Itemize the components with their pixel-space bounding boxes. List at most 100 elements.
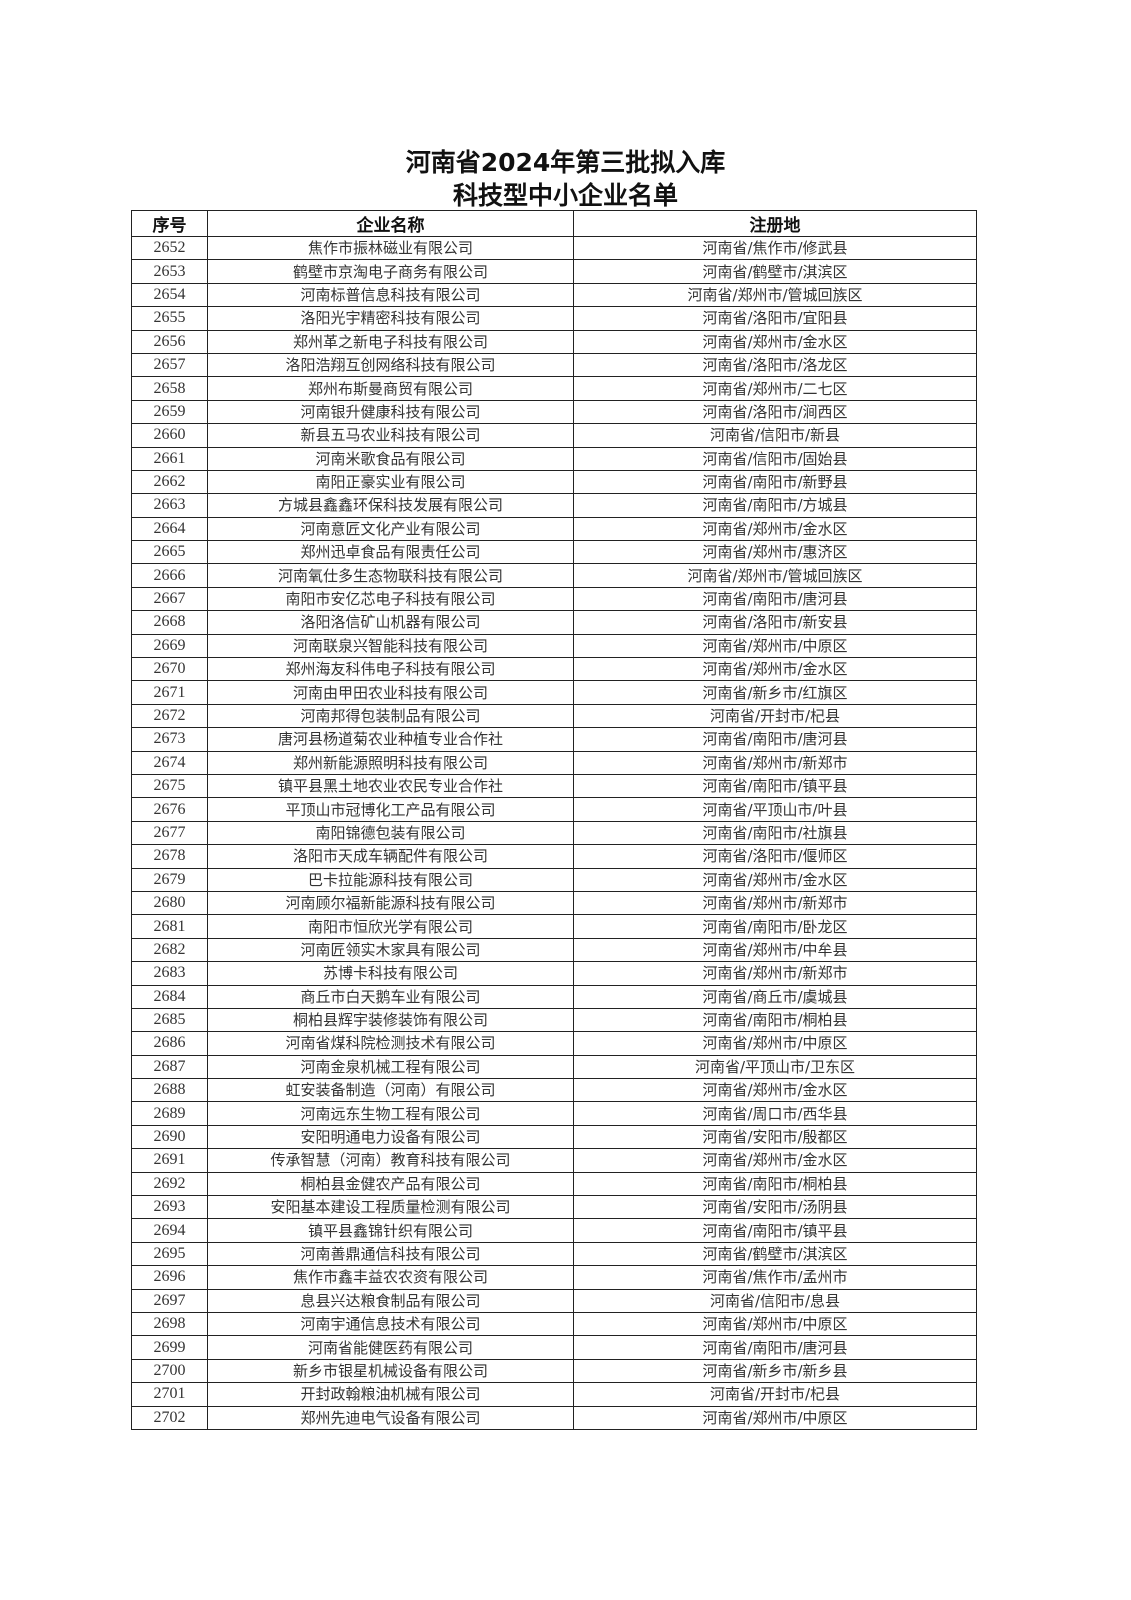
table-row: 2661 河南米歌食品有限公司 河南省/信阳市/固始县 <box>131 446 977 471</box>
serial-number-cell: 2655 <box>131 306 208 331</box>
table-row: 2690 安阳明通电力设备有限公司 河南省/安阳市/殷都区 <box>131 1124 977 1150</box>
location-cell: 河南省/郑州市/新郑市 <box>573 750 977 775</box>
table-row: 2667 南阳市安亿芯电子科技有限公司 河南省/南阳市/唐河县 <box>131 586 977 612</box>
serial-number-cell: 2662 <box>131 469 208 495</box>
serial-number-cell: 2692 <box>131 1171 208 1197</box>
serial-number-cell: 2658 <box>131 376 208 401</box>
company-name-cell: 商丘市白天鹅车业有限公司 <box>207 984 574 1009</box>
serial-number-cell: 2695 <box>131 1241 208 1267</box>
table-row: 2700 新乡市银星机械设备有限公司 河南省/新乡市/新乡县 <box>131 1358 977 1384</box>
serial-number-cell: 2700 <box>131 1358 208 1384</box>
location-cell: 河南省/南阳市/新野县 <box>573 469 977 495</box>
company-name-cell: 南阳市恒欣光学有限公司 <box>207 914 574 939</box>
location-cell: 河南省/安阳市/汤阴县 <box>573 1195 977 1220</box>
table-row: 2681 南阳市恒欣光学有限公司 河南省/南阳市/卧龙区 <box>131 914 977 939</box>
table-row: 2699 河南省能健医药有限公司 河南省/南阳市/唐河县 <box>131 1335 977 1360</box>
serial-number-cell: 2698 <box>131 1311 208 1337</box>
location-cell: 河南省/鹤壁市/淇滨区 <box>573 259 977 284</box>
table-row: 2688 虹安装备制造（河南）有限公司 河南省/郑州市/金水区 <box>131 1078 977 1103</box>
serial-number-cell: 2669 <box>131 633 208 659</box>
table-row: 2659 河南银升健康科技有限公司 河南省/洛阳市/涧西区 <box>131 399 977 425</box>
header-company-name: 企业名称 <box>207 210 574 237</box>
serial-number-cell: 2690 <box>131 1124 208 1150</box>
table-row: 2677 南阳锦德包装有限公司 河南省/南阳市/社旗县 <box>131 820 977 846</box>
company-name-cell: 安阳基本建设工程质量检测有限公司 <box>207 1195 574 1220</box>
table-row: 2695 河南善鼎通信科技有限公司 河南省/鹤壁市/淇滨区 <box>131 1241 977 1267</box>
company-name-cell: 南阳市安亿芯电子科技有限公司 <box>207 586 574 612</box>
document-title-line2: 科技型中小企业名单 <box>452 181 678 210</box>
serial-number-cell: 2664 <box>131 516 208 542</box>
company-name-cell: 河南氧仕多生态物联科技有限公司 <box>207 563 574 588</box>
header-registered-location: 注册地 <box>573 210 977 237</box>
serial-number-cell: 2685 <box>131 1007 208 1033</box>
company-name-cell: 苏博卡科技有限公司 <box>207 961 574 986</box>
company-name-cell: 息县兴达粮食制品有限公司 <box>207 1288 574 1313</box>
location-cell: 河南省/南阳市/镇平县 <box>573 1218 977 1243</box>
location-cell: 河南省/郑州市/金水区 <box>573 516 977 542</box>
table-row: 2673 唐河县杨道菊农业种植专业合作社 河南省/南阳市/唐河县 <box>131 727 977 752</box>
table-row: 2668 洛阳洛信矿山机器有限公司 河南省/洛阳市/新安县 <box>131 610 977 635</box>
table-row: 2665 郑州迅卓食品有限责任公司 河南省/郑州市/惠济区 <box>131 540 977 565</box>
table-row: 2680 河南顾尔福新能源科技有限公司 河南省/郑州市/新郑市 <box>131 890 977 916</box>
company-name-cell: 虹安装备制造（河南）有限公司 <box>207 1078 574 1103</box>
company-name-cell: 郑州新能源照明科技有限公司 <box>207 750 574 775</box>
table-row: 2672 河南邦得包装制品有限公司 河南省/开封市/杞县 <box>131 703 977 729</box>
company-name-cell: 郑州革之新电子科技有限公司 <box>207 329 574 354</box>
enterprise-table: 序号 企业名称 注册地 2652 焦作市振林磁业有限公司 河南省/焦作市/修武县 26… <box>131 210 977 1430</box>
table-row: 2683 苏博卡科技有限公司 河南省/郑州市/新郑市 <box>131 961 977 986</box>
table-row: 2679 巴卡拉能源科技有限公司 河南省/郑州市/金水区 <box>131 867 977 892</box>
company-name-cell: 河南顾尔福新能源科技有限公司 <box>207 890 574 916</box>
serial-number-cell: 2667 <box>131 586 208 612</box>
table-body: 2652 焦作市振林磁业有限公司 河南省/焦作市/修武县 2653 鹤壁市京淘电子商务有… <box>131 235 977 1430</box>
company-name-cell: 镇平县鑫锦针织有限公司 <box>207 1218 574 1243</box>
location-cell: 河南省/南阳市/桐柏县 <box>573 1007 977 1033</box>
serial-number-cell: 2652 <box>131 235 208 261</box>
serial-number-cell: 2680 <box>131 890 208 916</box>
serial-number-cell: 2681 <box>131 914 208 939</box>
document-title-line1: 河南省2024年第三批拟入库 <box>405 148 726 177</box>
location-cell: 河南省/新乡市/新乡县 <box>573 1358 977 1384</box>
location-cell: 河南省/郑州市/中原区 <box>573 633 977 659</box>
location-cell: 河南省/洛阳市/涧西区 <box>573 399 977 425</box>
company-name-cell: 河南银升健康科技有限公司 <box>207 399 574 425</box>
company-name-cell: 河南联泉兴智能科技有限公司 <box>207 633 574 659</box>
table-row: 2691 传承智慧（河南）教育科技有限公司 河南省/郑州市/金水区 <box>131 1148 977 1173</box>
table-row: 2686 河南省煤科院检测技术有限公司 河南省/郑州市/中原区 <box>131 1031 977 1056</box>
serial-number-cell: 2694 <box>131 1218 208 1243</box>
location-cell: 河南省/安阳市/殷都区 <box>573 1124 977 1150</box>
location-cell: 河南省/开封市/杞县 <box>573 703 977 729</box>
serial-number-cell: 2653 <box>131 259 208 284</box>
location-cell: 河南省/郑州市/二七区 <box>573 376 977 401</box>
company-name-cell: 方城县鑫鑫环保科技发展有限公司 <box>207 493 574 518</box>
table-row: 2702 郑州先迪电气设备有限公司 河南省/郑州市/中原区 <box>131 1405 977 1430</box>
serial-number-cell: 2684 <box>131 984 208 1009</box>
table-row: 2687 河南金泉机械工程有限公司 河南省/平顶山市/卫东区 <box>131 1054 977 1080</box>
table-row: 2654 河南标普信息科技有限公司 河南省/郑州市/管城回族区 <box>131 282 977 308</box>
table-row: 2670 郑州海友科伟电子科技有限公司 河南省/郑州市/金水区 <box>131 657 977 682</box>
company-name-cell: 河南邦得包装制品有限公司 <box>207 703 574 729</box>
location-cell: 河南省/洛阳市/新安县 <box>573 610 977 635</box>
serial-number-cell: 2688 <box>131 1078 208 1103</box>
table-row: 2653 鹤壁市京淘电子商务有限公司 河南省/鹤壁市/淇滨区 <box>131 259 977 284</box>
location-cell: 河南省/郑州市/中原区 <box>573 1031 977 1056</box>
company-name-cell: 开封政翰粮油机械有限公司 <box>207 1382 574 1407</box>
location-cell: 河南省/郑州市/新郑市 <box>573 890 977 916</box>
serial-number-cell: 2674 <box>131 750 208 775</box>
table-row: 2678 洛阳市天成车辆配件有限公司 河南省/洛阳市/偃师区 <box>131 844 977 869</box>
serial-number-cell: 2682 <box>131 937 208 963</box>
location-cell: 河南省/商丘市/虞城县 <box>573 984 977 1009</box>
company-name-cell: 河南善鼎通信科技有限公司 <box>207 1241 574 1267</box>
serial-number-cell: 2683 <box>131 961 208 986</box>
location-cell: 河南省/信阳市/息县 <box>573 1288 977 1313</box>
location-cell: 河南省/郑州市/中牟县 <box>573 937 977 963</box>
company-name-cell: 镇平县黑土地农业农民专业合作社 <box>207 773 574 799</box>
table-row: 2658 郑州布斯曼商贸有限公司 河南省/郑州市/二七区 <box>131 376 977 401</box>
table-row: 2692 桐柏县金健农产品有限公司 河南省/南阳市/桐柏县 <box>131 1171 977 1197</box>
table-row: 2657 洛阳浩翔互创网络科技有限公司 河南省/洛阳市/洛龙区 <box>131 352 977 378</box>
location-cell: 河南省/南阳市/卧龙区 <box>573 914 977 939</box>
serial-number-cell: 2657 <box>131 352 208 378</box>
company-name-cell: 郑州布斯曼商贸有限公司 <box>207 376 574 401</box>
serial-number-cell: 2665 <box>131 540 208 565</box>
table-row: 2674 郑州新能源照明科技有限公司 河南省/郑州市/新郑市 <box>131 750 977 775</box>
location-cell: 河南省/周口市/西华县 <box>573 1101 977 1126</box>
